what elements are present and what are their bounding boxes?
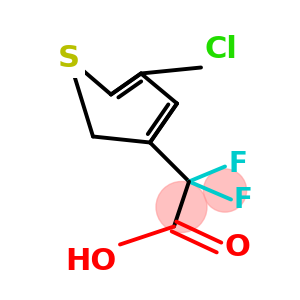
Text: F: F (234, 185, 253, 214)
Text: O: O (225, 233, 251, 262)
Circle shape (156, 182, 207, 232)
Text: S: S (58, 44, 80, 73)
Text: F: F (228, 149, 247, 178)
Circle shape (203, 169, 247, 212)
Text: Cl: Cl (204, 35, 237, 64)
Text: HO: HO (66, 248, 117, 277)
